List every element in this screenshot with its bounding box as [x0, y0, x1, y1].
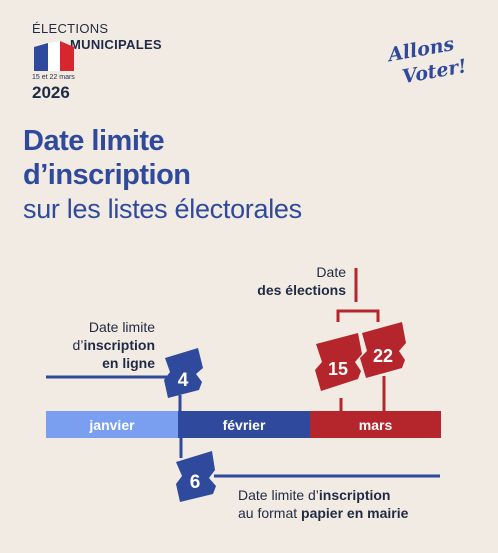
svg-text:6: 6 — [190, 472, 201, 493]
paper-deadline-label: Date limite d’inscription au format papi… — [238, 487, 409, 521]
badge-online-deadline: 4 — [164, 348, 203, 398]
title-line-1: Date limite — [23, 125, 165, 157]
month-march: mars — [310, 411, 441, 438]
header-municipales: MUNICIPALES — [70, 37, 162, 52]
badge-second-round: 22 — [360, 322, 406, 378]
header-year: 2026 — [32, 83, 70, 102]
month-january: janvier — [46, 411, 178, 438]
title-line-3: sur les listes électorales — [23, 194, 302, 224]
election-date-label: Date des élections — [257, 264, 346, 298]
month-february: février — [178, 411, 310, 438]
title-line-2: d’inscription — [23, 159, 191, 191]
header-election-dates: 15 et 22 mars — [32, 74, 75, 81]
header-elections: ÉLECTIONS — [32, 21, 109, 36]
allons-voter-logo: Allons Voter! — [386, 33, 466, 88]
online-deadline-label: Date limite d’inscription en ligne — [72, 319, 155, 371]
badge-paper-deadline: 6 — [176, 451, 216, 502]
french-flag-icon — [34, 41, 74, 71]
svg-text:4: 4 — [178, 370, 189, 391]
badge-first-round: 15 — [315, 333, 362, 391]
svg-text:15: 15 — [328, 359, 348, 379]
svg-text:22: 22 — [373, 346, 393, 366]
election-bracket — [336, 309, 380, 322]
